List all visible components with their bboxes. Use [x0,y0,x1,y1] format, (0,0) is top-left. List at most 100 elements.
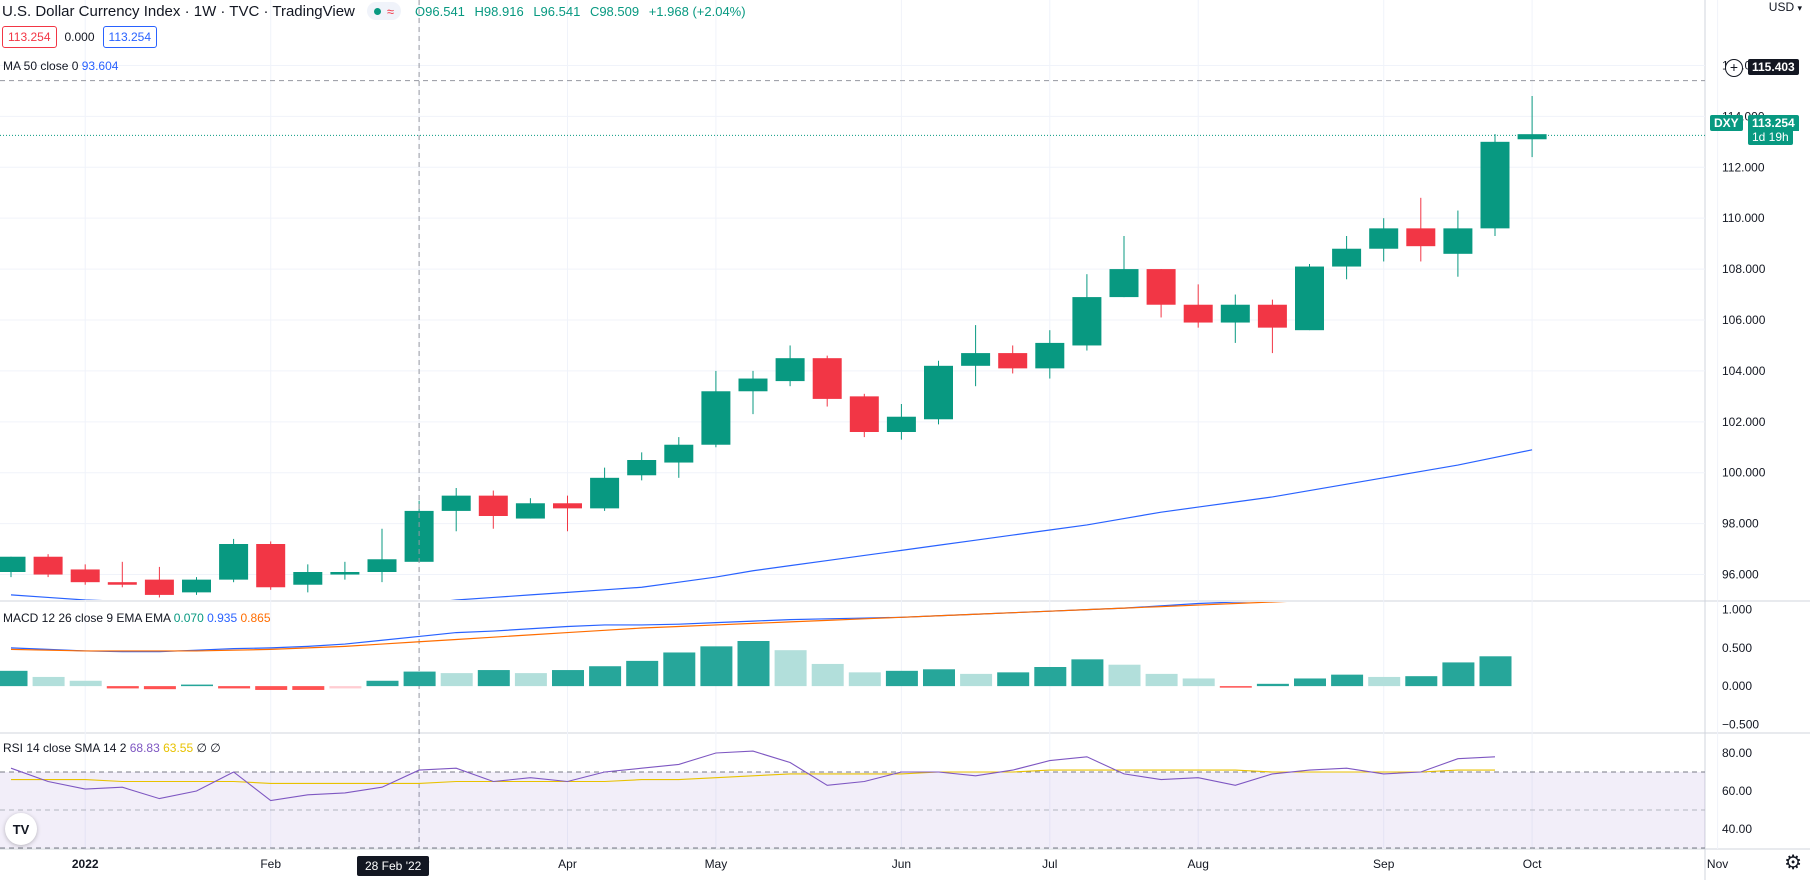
rsi-legend-label: RSI 14 close SMA 14 2 [3,741,127,755]
macd-histogram-bar [811,663,844,687]
candle-up [664,444,694,463]
macd-legend[interactable]: MACD 12 26 close 9 EMA EMA 0.070 0.935 0… [3,611,271,625]
price-tick-label: 102.000 [1722,415,1766,429]
price-tick-label: 110.000 [1722,211,1765,225]
last-price-tag: 113.254 [1748,115,1799,131]
x-tick-label: Oct [1523,857,1542,871]
macd-signal-value: 0.865 [240,611,271,625]
macd-histogram-bar [1405,676,1438,687]
candle-up [627,460,657,476]
candle-up [961,353,991,366]
macd-histogram-bar [1145,673,1178,687]
price-tick-label: 106.000 [1722,313,1766,327]
ma-legend-value: 93.604 [81,59,119,73]
macd-histogram-bar [1182,678,1215,687]
macd-histogram-bar [69,680,102,687]
x-tick-label: 2022 [72,857,99,871]
candle-up [293,572,323,585]
candle-up [1035,342,1065,369]
rsi-extra-value: ∅ ∅ [196,741,221,755]
candle-down [107,582,137,585]
candle-down [1146,269,1176,305]
macd-line-value: 0.935 [207,611,238,625]
candle-up [1220,304,1250,323]
ohlc-values: O96.541 H98.916 L96.541 C98.509 +1.968 (… [415,4,752,19]
wave-icon: ≈ [386,3,395,19]
macd-histogram-bar [1331,674,1364,687]
macd-histogram-bar [440,673,473,687]
macd-histogram-bar [106,686,139,689]
macd-histogram-bar [1368,676,1401,687]
macd-histogram-bar [1442,662,1475,687]
price-tick-label: 98.000 [1722,517,1759,531]
candle-down [1406,228,1436,247]
currency-label: USD [1768,0,1795,14]
tradingview-logo-icon[interactable]: TV [5,813,37,845]
close-value: C98.509 [589,3,640,19]
ma-legend[interactable]: MA 50 close 0 93.604 [3,59,118,73]
candle-down [1183,304,1213,323]
candle-up [701,391,731,445]
macd-histogram-bar [923,669,955,687]
macd-histogram-bar [774,650,807,687]
candle-up [1480,141,1510,229]
macd-histogram-bar [1108,664,1141,687]
macd-signal-line [10,602,1287,652]
candle-down [70,569,100,583]
candle-up [1295,266,1324,331]
gear-icon[interactable]: ⚙ [1784,852,1802,874]
status-pill[interactable]: ≈ [366,2,402,20]
candle-down [478,495,508,516]
macd-histogram-bar [737,641,770,687]
macd-histogram-bar [514,673,547,687]
rsi-sma-value: 63.55 [163,741,194,755]
ask-box[interactable]: 113.254 [102,26,158,48]
chart-header: U.S. Dollar Currency Index · 1W · TVC · … [0,0,752,22]
x-tick-label: Jun [892,857,911,871]
rsi-legend[interactable]: RSI 14 close SMA 14 2 68.83 63.55 ∅ ∅ [3,741,221,755]
price-boxes: 113.254 0.000 113.254 [2,26,158,48]
candle-up [1517,134,1547,140]
currency-menu[interactable]: USD ▾ [1769,0,1802,14]
candle-down [849,396,879,432]
macd-histogram-bar [255,686,288,690]
rsi-tick-label: 60.00 [1722,784,1752,798]
macd-histogram-bar [1034,667,1067,687]
x-tick-label: Aug [1188,857,1209,871]
x-tick-label: Sep [1373,857,1395,871]
macd-histogram-bar [589,666,622,687]
price-tick-label: 112.000 [1722,160,1765,174]
ma-legend-label: MA 50 close 0 [3,59,79,73]
candle-down [553,503,582,509]
macd-histogram-bar [143,686,176,690]
rsi-line [10,750,1496,802]
crosshair-price-tag: 115.403 [1748,59,1799,75]
chevron-down-icon: ▾ [1797,3,1802,13]
symbol-tag: DXY [1710,115,1743,131]
candle-up [404,510,434,562]
bid-box[interactable]: 113.254 [2,26,57,48]
rsi-band [0,772,1705,848]
macd-histogram-bar [1071,659,1104,687]
candle-up [0,556,26,572]
macd-line [10,602,1250,653]
macd-histogram-bar [366,680,399,687]
ma50-line [10,449,1533,600]
x-tick-label: Nov [1707,857,1728,871]
macd-histogram-bar [329,686,362,689]
candle-up [441,495,471,511]
candle-up [590,477,620,509]
price-tick-label: 108.000 [1722,262,1766,276]
spread-value: 0.000 [64,30,95,44]
price-tick-label: 100.000 [1722,466,1766,480]
macd-histogram-bar [997,672,1030,687]
market-open-icon [373,7,381,15]
macd-tick-label: −0.500 [1722,717,1759,731]
macd-histogram-bar [700,646,733,687]
candle-up [1109,269,1139,298]
plus-circle-icon[interactable]: + [1725,59,1743,77]
candle-down [812,358,842,399]
symbol-title[interactable]: U.S. Dollar Currency Index · 1W · TVC · … [2,2,355,20]
candle-up [330,572,360,575]
